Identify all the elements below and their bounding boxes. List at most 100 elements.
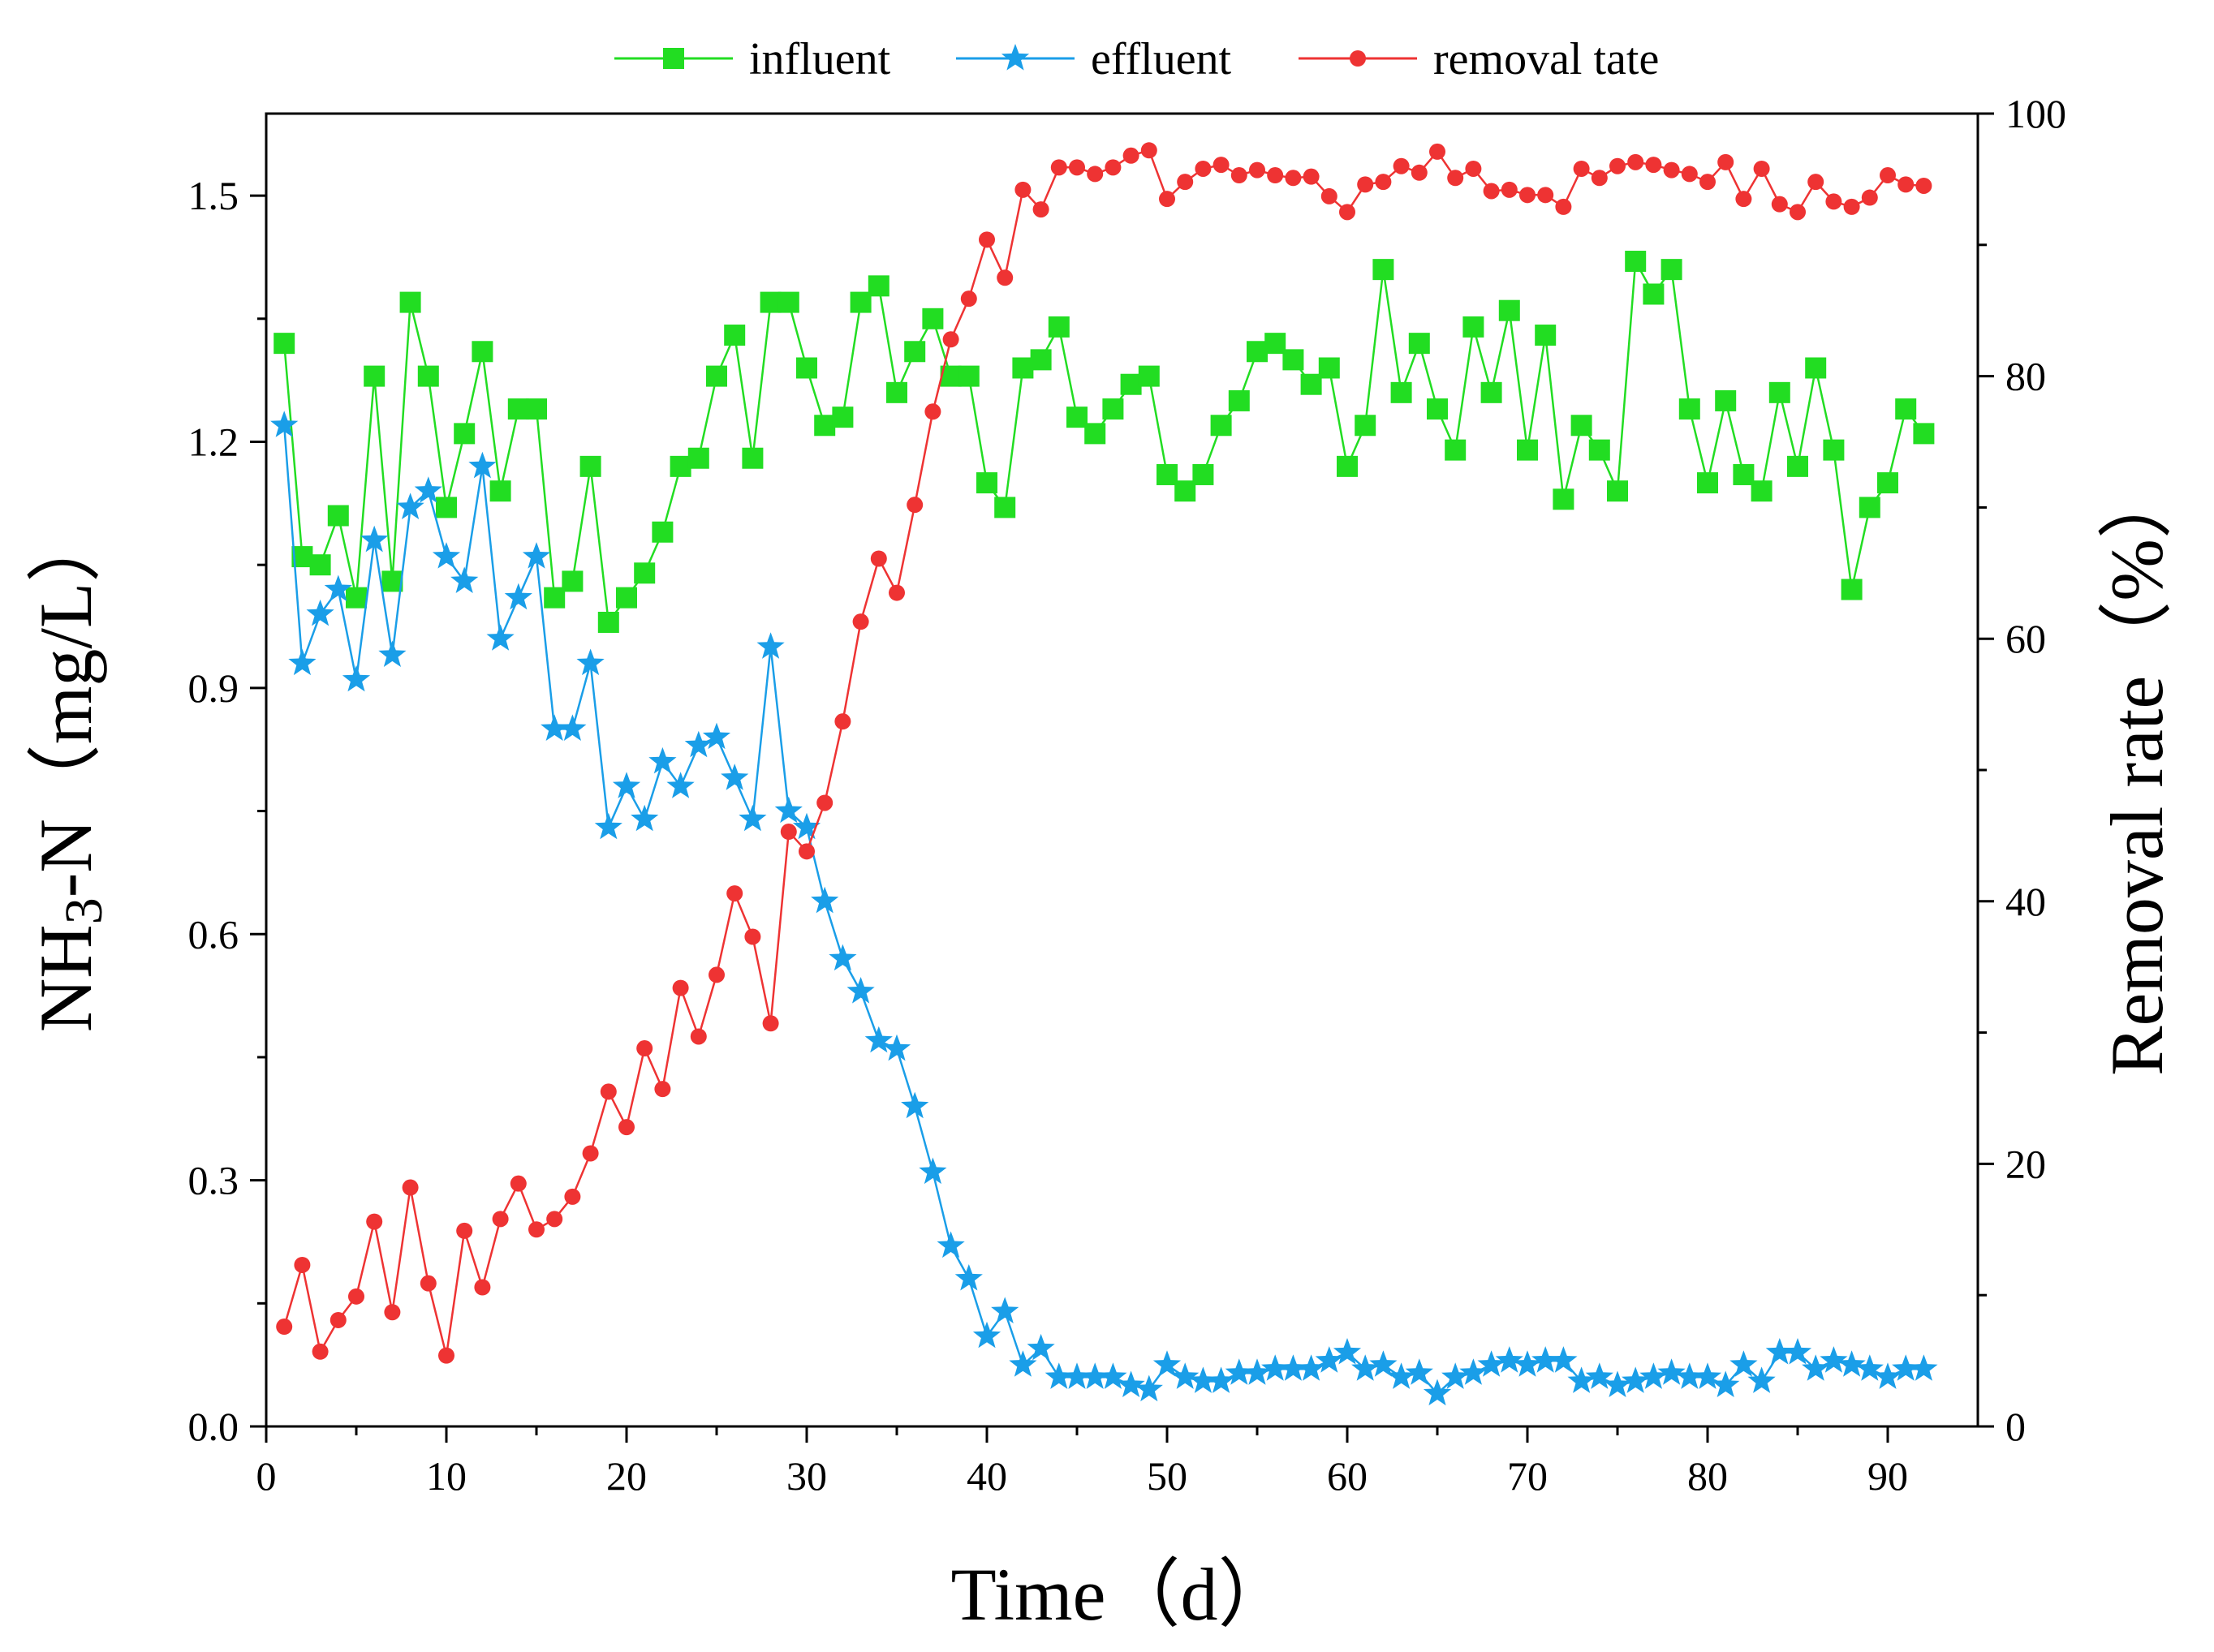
data-point (1549, 1346, 1578, 1373)
data-point (1084, 423, 1106, 445)
data-point (402, 1179, 419, 1196)
x-tick-label: 50 (1147, 1453, 1187, 1499)
data-point (1120, 373, 1142, 395)
legend-label: removal tate (1433, 34, 1659, 84)
data-point (528, 1221, 545, 1238)
data-point (631, 804, 659, 832)
data-point (1573, 160, 1590, 177)
data-point (1285, 170, 1302, 187)
data-point (1159, 191, 1175, 208)
data-point (1787, 455, 1808, 477)
data-point (1207, 1366, 1235, 1393)
data-point (558, 714, 587, 741)
data-point (742, 447, 764, 469)
data-point (1243, 1358, 1272, 1385)
data-point (1897, 176, 1915, 193)
data-point (979, 231, 995, 248)
data-point (1140, 142, 1157, 159)
data-point (1681, 166, 1698, 183)
right-y-tick-label: 20 (2005, 1141, 2046, 1186)
data-point (454, 423, 476, 445)
data-point (1861, 189, 1878, 206)
data-point (468, 451, 497, 479)
data-point (1228, 389, 1250, 411)
x-tick-label: 90 (1867, 1453, 1908, 1499)
data-point (1445, 439, 1467, 461)
data-point (1699, 174, 1716, 191)
data-point (954, 1264, 983, 1291)
data-point (760, 291, 782, 313)
data-point (907, 497, 924, 514)
data-point (924, 403, 941, 420)
data-point (1405, 1358, 1433, 1385)
data-point (636, 1040, 653, 1057)
data-point (1627, 153, 1644, 170)
data-point (522, 542, 551, 569)
data-point (1048, 316, 1070, 338)
data-point (432, 542, 461, 569)
legend-label: influent (749, 34, 891, 84)
data-point (594, 812, 622, 840)
data-point (1122, 147, 1139, 164)
data-point (1910, 1354, 1938, 1381)
x-axis: 0 10 20 30 40 50 60 70 80 90 (256, 1426, 1908, 1499)
data-point (1657, 1358, 1686, 1385)
series-influent (274, 251, 1935, 633)
data-point (976, 472, 997, 494)
data-point (1459, 1358, 1488, 1385)
data-point (1102, 398, 1124, 420)
data-point (1030, 349, 1052, 371)
data-point (709, 966, 725, 983)
data-point (1282, 349, 1304, 371)
data-point (889, 584, 905, 601)
data-point (1771, 196, 1788, 213)
data-point (420, 1275, 437, 1292)
data-point (1318, 357, 1340, 379)
data-point (1087, 166, 1104, 183)
data-point (360, 525, 389, 553)
data-point (1477, 1350, 1505, 1377)
data-point (1117, 1370, 1145, 1397)
data-point (1135, 1375, 1163, 1402)
data-point (579, 455, 601, 477)
data-point (1337, 455, 1358, 477)
data-point (1625, 251, 1647, 273)
data-point (1807, 174, 1824, 191)
data-point (1663, 161, 1680, 179)
data-point (1607, 480, 1628, 502)
data-point (1588, 439, 1610, 461)
data-point (1802, 1354, 1830, 1381)
data-point (1915, 177, 1932, 194)
series-layer (270, 142, 1938, 1406)
data-point (576, 648, 605, 676)
data-point (1531, 1346, 1560, 1373)
data-point (1012, 357, 1034, 379)
data-point (562, 570, 584, 592)
right-y-tick-label: 60 (2005, 616, 2046, 661)
left-y-tick-label: 0.6 (188, 911, 239, 957)
data-point (1387, 1362, 1415, 1389)
data-point (1660, 259, 1682, 281)
data-point (1465, 160, 1482, 177)
data-point (1447, 170, 1464, 187)
data-point (1790, 204, 1806, 221)
series-effluent (270, 411, 1938, 1406)
data-point (456, 1222, 473, 1239)
data-point (756, 632, 785, 659)
data-point (450, 566, 479, 593)
data-point (1333, 1338, 1362, 1365)
data-point (904, 341, 926, 363)
data-point (1519, 187, 1536, 204)
data-point (364, 365, 386, 387)
data-point (972, 1321, 1001, 1349)
data-point (1715, 389, 1737, 411)
data-point (829, 944, 857, 971)
data-point (1157, 463, 1178, 485)
data-point (739, 804, 767, 832)
data-point (1045, 1362, 1073, 1389)
data-point (1645, 157, 1662, 174)
data-point (846, 977, 875, 1004)
left-y-axis-title-pre: NH (24, 924, 107, 1032)
data-point (1189, 1366, 1217, 1393)
legend-item-removal-tate: removal tate (1299, 34, 1659, 84)
